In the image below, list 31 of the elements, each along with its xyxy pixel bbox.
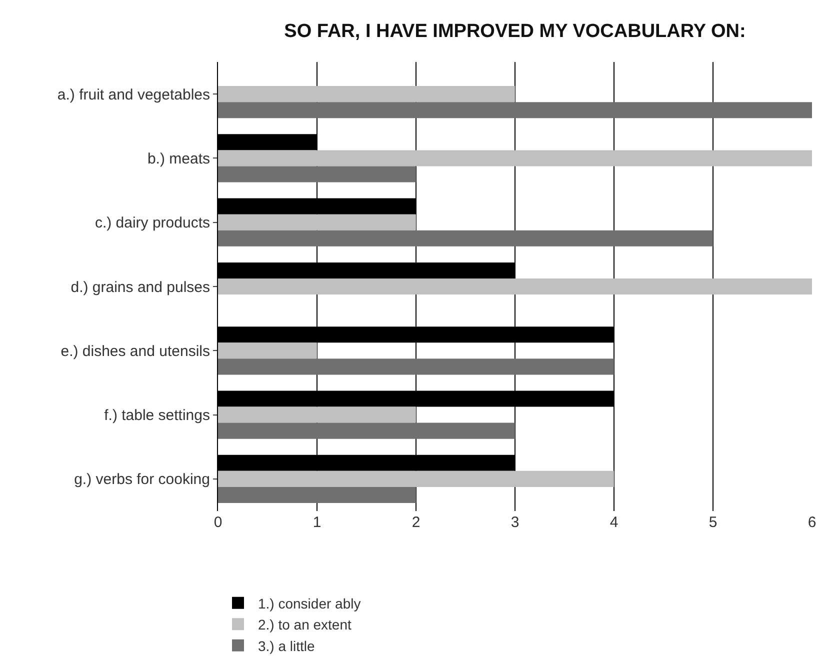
bar — [218, 358, 614, 375]
bar — [218, 214, 416, 230]
bar — [218, 86, 515, 102]
x-tick-label: 3 — [510, 514, 520, 531]
y-tick-label: e.) dishes and utensils — [60, 342, 210, 360]
legend-label: 3.) a little — [258, 638, 316, 654]
bar — [218, 470, 614, 487]
y-tick-label: f.) table settings — [104, 407, 210, 424]
legend-label: 2.) to an extent — [258, 616, 352, 633]
x-tick-label: 4 — [610, 514, 618, 531]
bar — [218, 230, 713, 246]
bar — [218, 486, 416, 503]
y-tick-label: c.) dairy products — [94, 214, 210, 232]
bar — [218, 406, 416, 423]
bar — [218, 150, 812, 166]
bar — [218, 342, 317, 359]
legend-label: 1.) consider ably — [258, 595, 361, 612]
x-tick-label: 1 — [312, 514, 322, 531]
bar — [218, 166, 416, 182]
x-tick-label: 0 — [214, 514, 222, 531]
chart-title: SO FAR, I HAVE IMPROVED MY VOCABULARY ON: — [284, 20, 746, 42]
x-tick-label: 6 — [808, 514, 816, 531]
y-tick-label: a.) fruit and vegetables — [57, 86, 210, 104]
y-tick-label: d.) grains and pulses — [70, 278, 210, 296]
x-tick-label: 2 — [412, 514, 420, 531]
bar — [218, 422, 515, 439]
bar — [218, 278, 812, 295]
x-tick-label: 5 — [708, 514, 718, 531]
y-tick-label: b.) meats — [147, 150, 210, 168]
bar — [218, 102, 812, 118]
y-tick-label: g.) verbs for cooking — [74, 471, 210, 488]
